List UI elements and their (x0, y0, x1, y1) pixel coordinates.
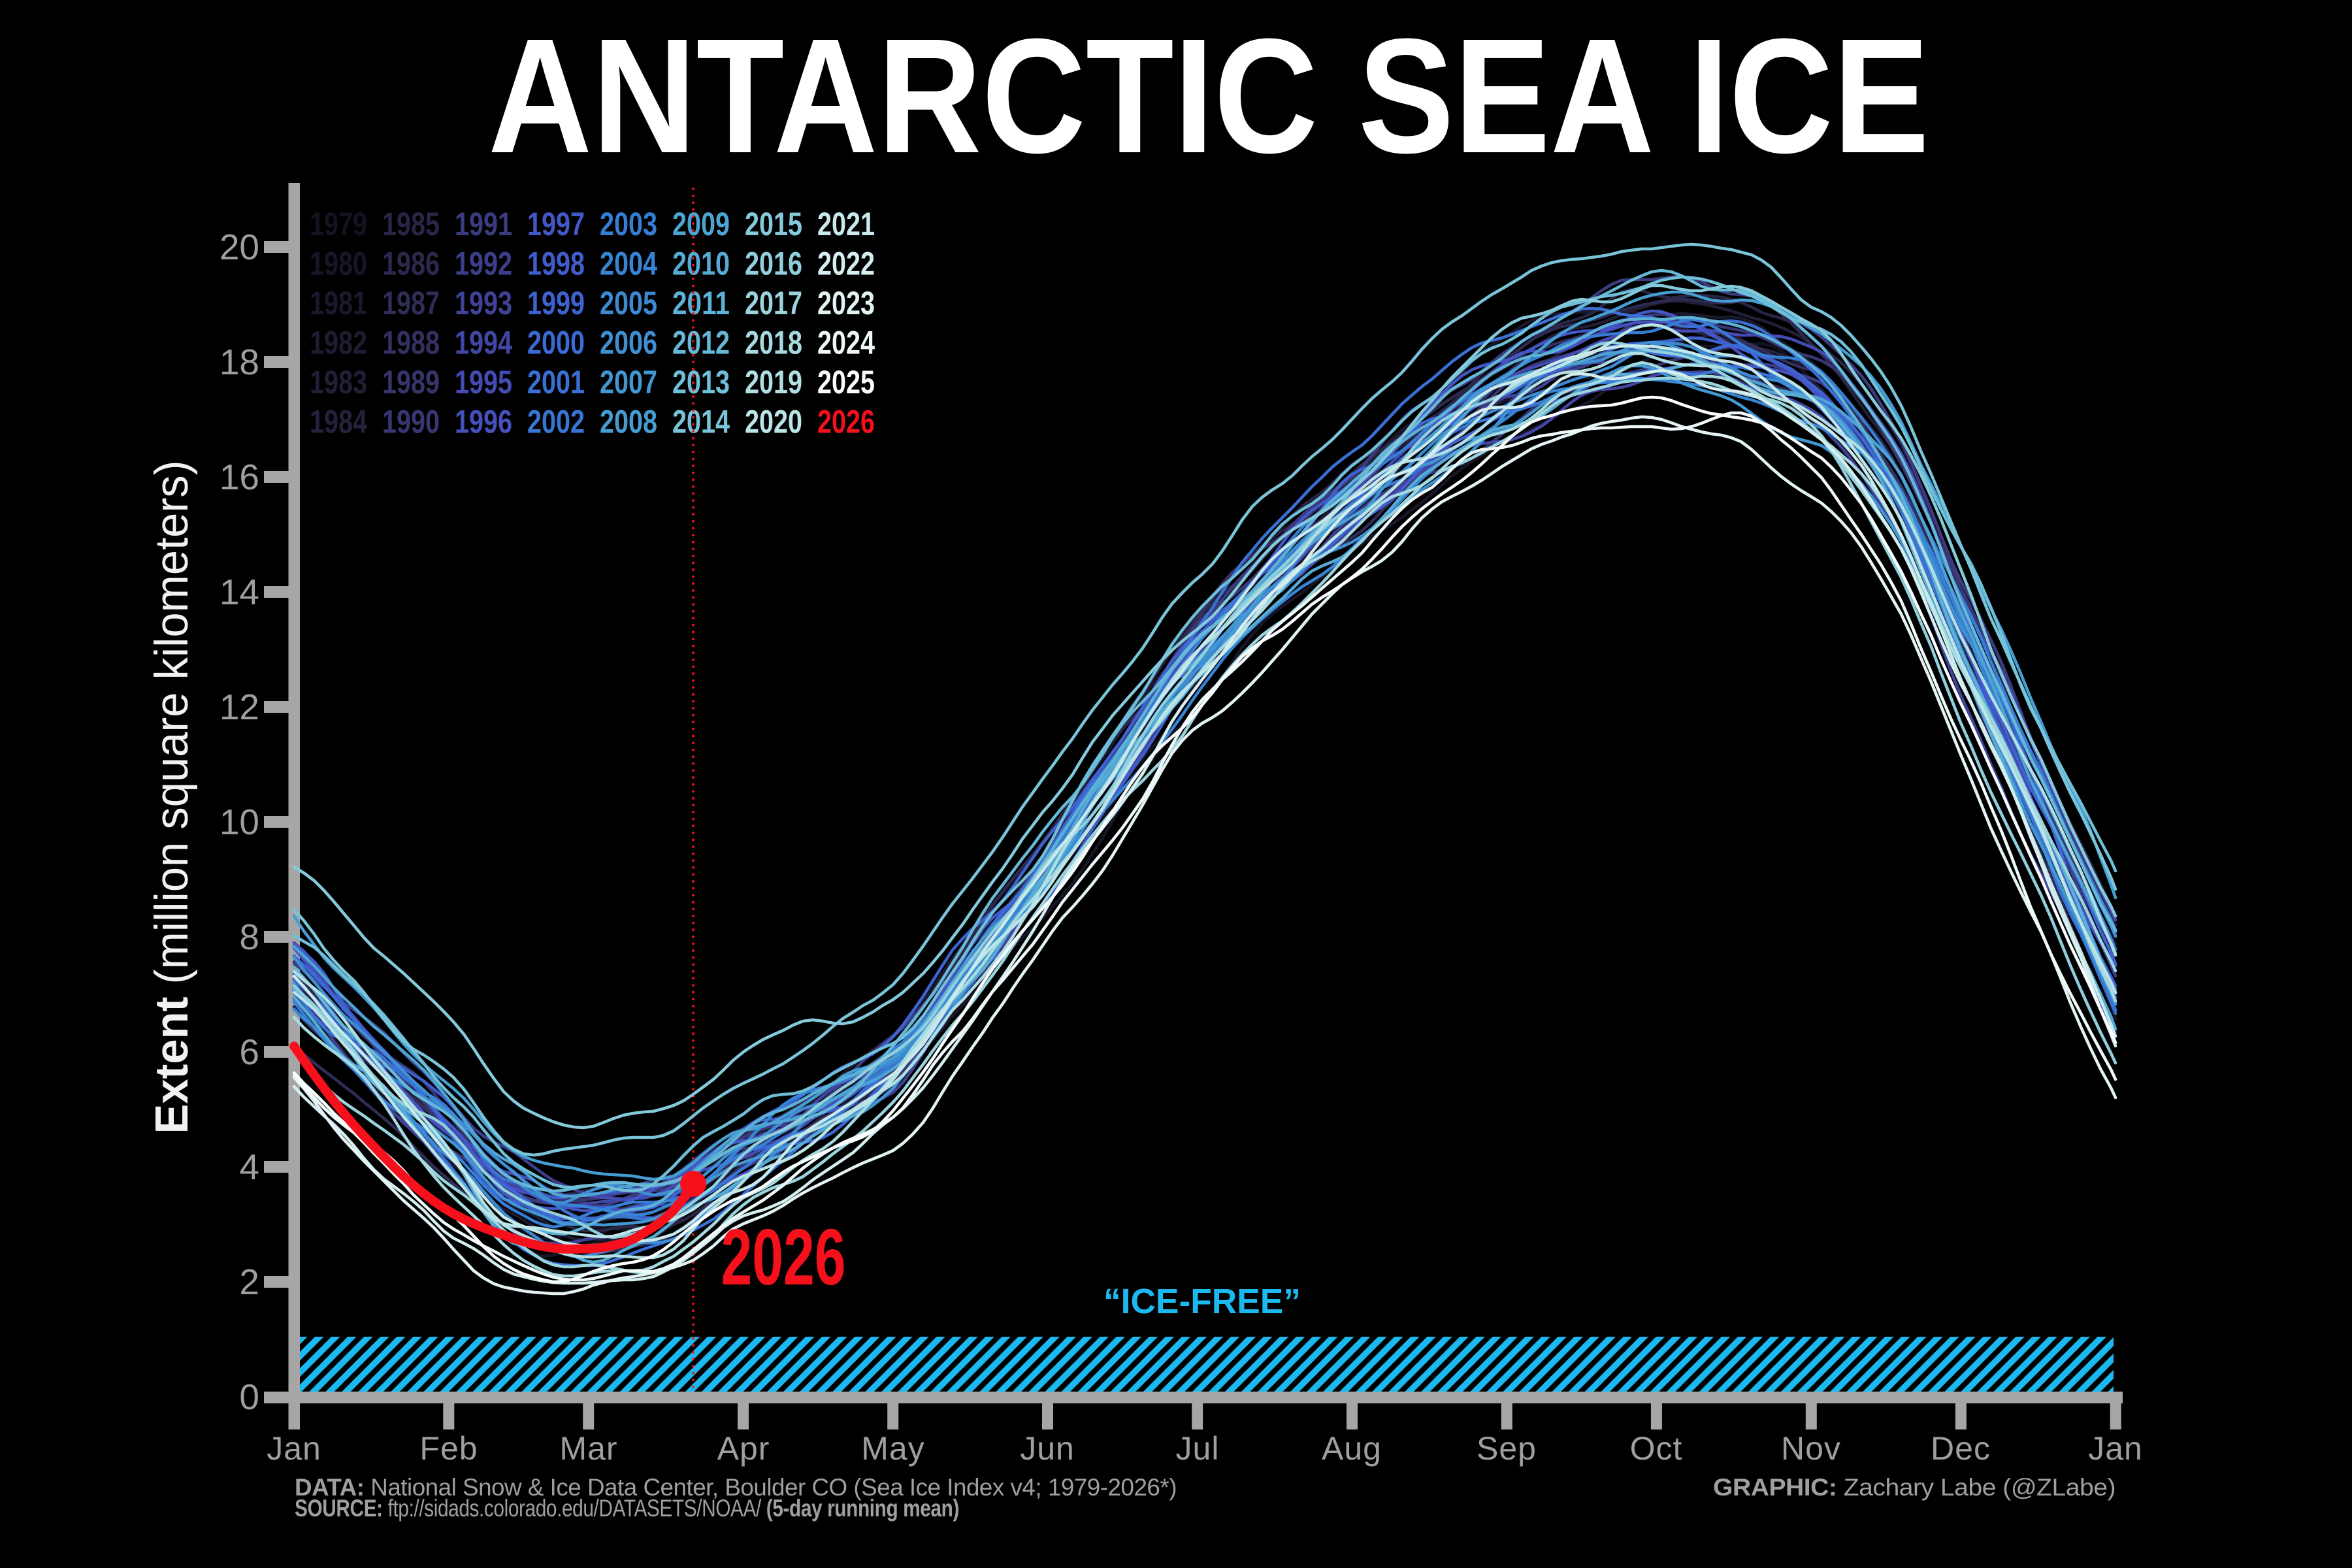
svg-text:2026: 2026 (721, 1213, 846, 1301)
svg-text:1998: 1998 (527, 246, 585, 282)
svg-text:2002: 2002 (527, 404, 585, 440)
svg-text:1992: 1992 (455, 246, 512, 282)
svg-text:2007: 2007 (600, 364, 657, 400)
svg-text:1982: 1982 (310, 325, 367, 361)
svg-text:1990: 1990 (382, 404, 440, 440)
svg-text:Apr: Apr (717, 1430, 770, 1467)
svg-text:1983: 1983 (310, 364, 367, 400)
svg-text:2025: 2025 (817, 364, 875, 400)
svg-text:1994: 1994 (455, 325, 512, 361)
svg-text:2014: 2014 (672, 404, 730, 440)
svg-text:Dec: Dec (1931, 1430, 1991, 1467)
svg-text:12: 12 (220, 687, 259, 727)
svg-text:1997: 1997 (527, 206, 585, 242)
svg-text:1987: 1987 (382, 285, 440, 321)
svg-text:2003: 2003 (600, 206, 657, 242)
svg-text:2004: 2004 (600, 246, 657, 282)
svg-text:1986: 1986 (382, 246, 440, 282)
svg-text:GRAPHIC: Zachary Labe (@ZLabe): GRAPHIC: Zachary Labe (@ZLabe) (1713, 1473, 2115, 1501)
svg-text:Feb: Feb (419, 1430, 478, 1467)
svg-text:1984: 1984 (310, 404, 367, 440)
svg-text:1985: 1985 (382, 206, 440, 242)
svg-text:20: 20 (220, 227, 259, 267)
svg-text:Jan: Jan (2088, 1430, 2143, 1467)
svg-text:2026: 2026 (817, 404, 875, 440)
svg-text:Oct: Oct (1630, 1430, 1683, 1467)
svg-text:10: 10 (220, 802, 259, 842)
svg-text:Mar: Mar (559, 1430, 617, 1467)
svg-text:1993: 1993 (455, 285, 512, 321)
svg-text:1999: 1999 (527, 285, 585, 321)
svg-text:2008: 2008 (600, 404, 657, 440)
svg-text:1988: 1988 (382, 325, 440, 361)
svg-text:14: 14 (220, 572, 259, 612)
svg-text:2015: 2015 (745, 206, 802, 242)
svg-text:Nov: Nov (1781, 1430, 1841, 1467)
svg-text:2000: 2000 (527, 325, 585, 361)
svg-text:18: 18 (220, 342, 259, 382)
svg-text:1996: 1996 (455, 404, 512, 440)
svg-text:2021: 2021 (817, 206, 875, 242)
svg-text:2018: 2018 (745, 325, 802, 361)
svg-text:2016: 2016 (745, 246, 802, 282)
svg-text:“ICE-FREE”: “ICE-FREE” (1103, 1282, 1301, 1321)
svg-text:2: 2 (239, 1262, 259, 1302)
svg-text:2009: 2009 (672, 206, 730, 242)
svg-text:1980: 1980 (310, 246, 367, 282)
svg-text:2001: 2001 (527, 364, 585, 400)
svg-text:Jan: Jan (267, 1430, 321, 1467)
svg-text:Sep: Sep (1477, 1430, 1537, 1467)
svg-text:8: 8 (239, 917, 259, 957)
svg-text:1995: 1995 (455, 364, 512, 400)
svg-text:DATA: National Snow & Ice Data: DATA: National Snow & Ice Data Center, B… (295, 1473, 1177, 1501)
svg-text:1981: 1981 (310, 285, 367, 321)
svg-text:2006: 2006 (600, 325, 657, 361)
svg-text:2010: 2010 (672, 246, 730, 282)
svg-text:2013: 2013 (672, 364, 730, 400)
svg-text:May: May (861, 1430, 924, 1467)
svg-text:6: 6 (239, 1032, 259, 1072)
svg-text:SOURCE: ftp://sidads.colorado.: SOURCE: ftp://sidads.colorado.edu/DATASE… (295, 1494, 959, 1522)
svg-text:2020: 2020 (745, 404, 802, 440)
svg-text:Jun: Jun (1020, 1430, 1075, 1467)
svg-text:1989: 1989 (382, 364, 440, 400)
svg-text:16: 16 (220, 457, 259, 497)
svg-text:2022: 2022 (817, 246, 875, 282)
svg-text:2017: 2017 (745, 285, 802, 321)
svg-text:Jul: Jul (1176, 1430, 1220, 1467)
svg-text:2011: 2011 (672, 285, 730, 321)
svg-text:2019: 2019 (745, 364, 802, 400)
svg-text:2023: 2023 (817, 285, 875, 321)
svg-text:2005: 2005 (600, 285, 657, 321)
svg-text:ANTARCTIC SEA ICE: ANTARCTIC SEA ICE (488, 5, 1929, 187)
svg-text:1979: 1979 (310, 206, 367, 242)
svg-text:Extent (million square kilomet: Extent (million square kilometers) (146, 461, 198, 1134)
svg-text:1991: 1991 (455, 206, 512, 242)
svg-text:2024: 2024 (817, 325, 875, 361)
svg-text:Aug: Aug (1322, 1430, 1382, 1467)
svg-text:2012: 2012 (672, 325, 730, 361)
svg-text:0: 0 (239, 1377, 259, 1417)
svg-text:4: 4 (239, 1147, 259, 1187)
